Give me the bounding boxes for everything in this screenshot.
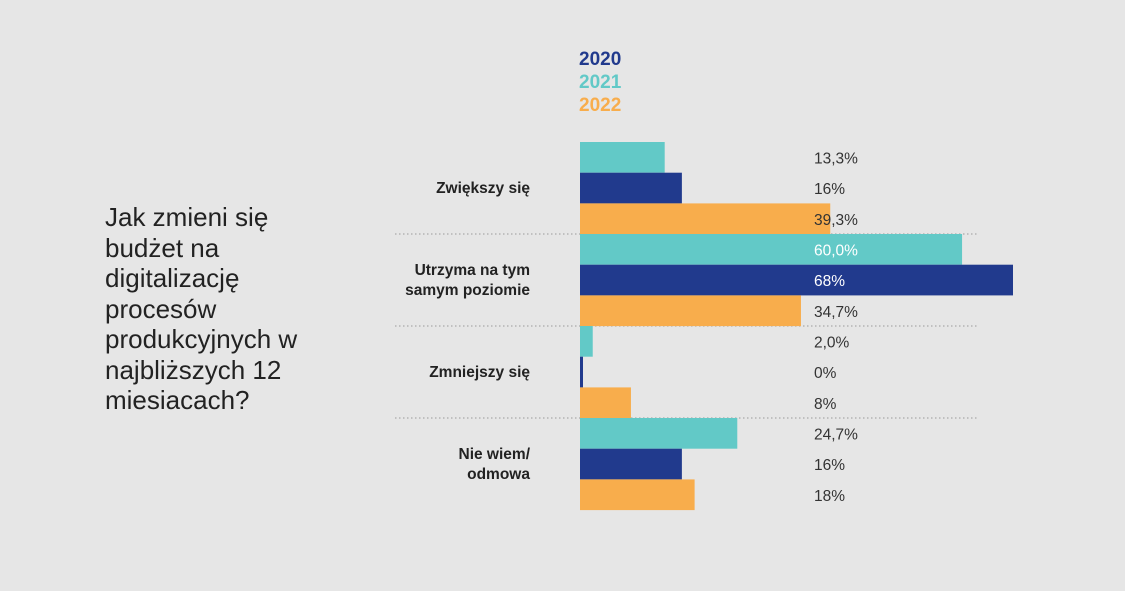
data-label: 18% <box>814 488 845 505</box>
data-label: 68% <box>814 273 845 290</box>
category-label: odmowa <box>467 466 530 483</box>
bar-2020 <box>580 356 583 388</box>
data-label: 60,0% <box>814 242 858 259</box>
bar-2021 <box>580 234 963 265</box>
category-label: Zmniejszy się <box>429 364 530 381</box>
bar-2021 <box>580 418 738 449</box>
bar-2022 <box>580 479 695 511</box>
legend-item-2022: 2022 <box>579 95 622 116</box>
data-label: 39,3% <box>814 212 858 229</box>
data-label: 13,3% <box>814 150 858 167</box>
legend-item-2021: 2021 <box>579 72 622 93</box>
bar-2021 <box>580 142 665 173</box>
category-label: Nie wiem/ <box>459 446 531 463</box>
category-label: Zwiększy się <box>436 180 530 197</box>
data-label: 2,0% <box>814 334 850 351</box>
chart-title: Jak zmieni się budżet na digitalizację p… <box>105 202 298 415</box>
category-label: samym poziomie <box>405 282 530 299</box>
bar-2022 <box>580 387 631 419</box>
data-label: 16% <box>814 181 845 198</box>
data-label: 16% <box>814 457 845 474</box>
bar-2020 <box>580 172 682 204</box>
legend: 2020 2021 2022 <box>579 48 621 117</box>
data-label: 24,7% <box>814 426 858 443</box>
data-label: 8% <box>814 396 837 413</box>
legend-item-2020: 2020 <box>579 49 622 70</box>
bar-2022 <box>580 295 801 327</box>
bar-2020 <box>580 264 1013 296</box>
category-label: Utrzyma na tym <box>415 262 530 279</box>
bar-2020 <box>580 448 682 480</box>
bar-2022 <box>580 203 831 235</box>
bar-2021 <box>580 326 593 357</box>
data-label: 0% <box>814 365 837 382</box>
data-label: 34,7% <box>814 304 858 321</box>
